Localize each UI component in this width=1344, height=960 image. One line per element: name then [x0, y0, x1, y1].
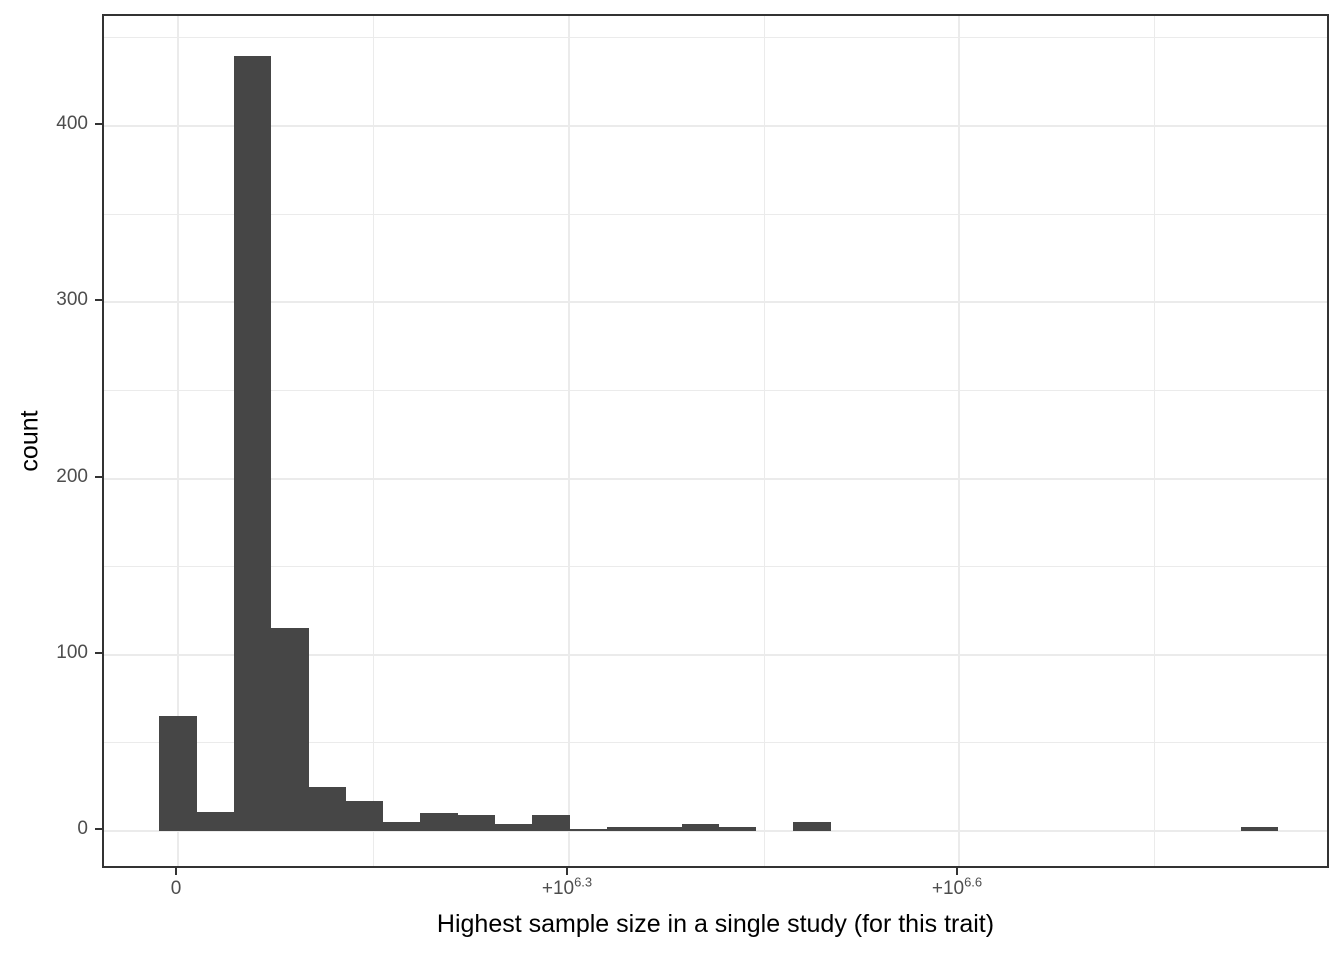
histogram-bar [159, 716, 197, 831]
histogram-bar [383, 822, 421, 831]
histogram-bar [495, 823, 533, 831]
h-gridline-major [104, 477, 1327, 480]
y-tick-mark [95, 299, 102, 302]
x-tick-mark [175, 868, 177, 875]
x-tick-label: +106.6 [931, 874, 983, 899]
histogram-bar [681, 823, 719, 831]
v-gridline-major [568, 16, 570, 866]
histogram-bar [644, 827, 682, 831]
y-tick-label: 300 [56, 289, 88, 311]
h-gridline-minor [104, 566, 1327, 568]
histogram-bar [457, 815, 496, 831]
v-gridline-major [177, 16, 179, 866]
histogram-bar [718, 827, 757, 831]
h-gridline-minor [104, 742, 1327, 744]
x-axis-title: Highest sample size in a single study (f… [436, 910, 995, 938]
h-gridline-major [104, 301, 1327, 304]
x-tick-mark [956, 868, 958, 875]
x-tick-label: +106.3 [541, 874, 593, 899]
h-gridline-major [104, 125, 1327, 127]
histogram-bar [196, 811, 234, 831]
histogram-bar [793, 822, 831, 831]
histogram-bar [569, 829, 607, 831]
histogram-bar [233, 55, 272, 831]
v-gridline-minor [1154, 16, 1155, 866]
histogram-bar [606, 827, 645, 831]
y-tick-label: 100 [56, 641, 88, 663]
histogram-bar [1241, 827, 1279, 831]
v-gridline-major [958, 16, 960, 866]
y-tick-label: 0 [77, 818, 88, 839]
y-tick-label: 200 [56, 465, 88, 487]
y-tick-label: 400 [56, 113, 88, 134]
histogram-bar [532, 815, 570, 831]
v-gridline-minor [373, 16, 374, 866]
h-gridline-major [104, 653, 1327, 656]
plot-panel [102, 14, 1329, 868]
y-axis-title: count [15, 410, 44, 472]
y-tick-mark [95, 123, 102, 125]
y-tick-mark [95, 475, 102, 478]
histogram-bar [271, 628, 309, 831]
x-tick-mark [566, 868, 568, 875]
h-gridline-minor [104, 389, 1327, 391]
histogram-bar [308, 786, 346, 831]
y-tick-mark [95, 828, 102, 830]
histogram-bar [345, 801, 384, 831]
x-tick-label: 0 [170, 878, 182, 899]
y-tick-mark [95, 651, 102, 654]
v-gridline-minor [763, 16, 765, 866]
h-gridline-major [104, 830, 1327, 832]
histogram-bar [420, 813, 458, 831]
h-gridline-minor [104, 37, 1327, 39]
h-gridline-minor [104, 213, 1327, 215]
